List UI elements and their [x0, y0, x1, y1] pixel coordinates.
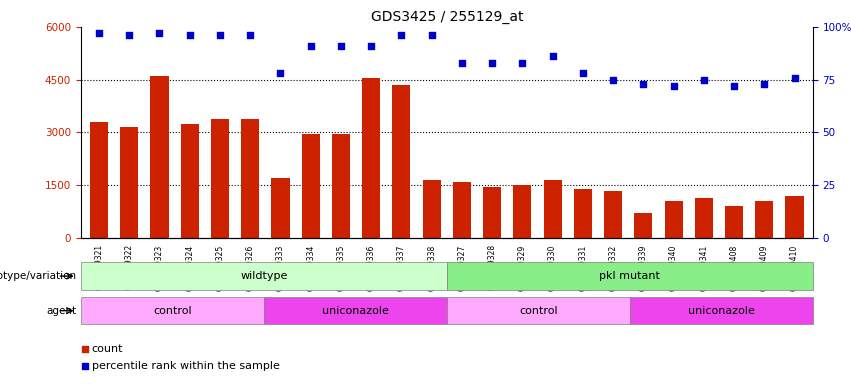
Text: uniconazole: uniconazole [688, 306, 755, 316]
Text: count: count [92, 344, 123, 354]
Bar [755, 201, 774, 238]
Bar [423, 180, 441, 238]
Point [274, 70, 288, 76]
Point [395, 32, 408, 38]
Point [213, 32, 226, 38]
Bar [453, 182, 471, 238]
Text: genotype/variation: genotype/variation [0, 271, 77, 281]
Bar [725, 207, 743, 238]
Bar [81, 262, 447, 290]
Bar [665, 201, 683, 238]
Point [425, 32, 438, 38]
Text: control: control [519, 306, 557, 316]
Bar [447, 297, 630, 324]
Point [697, 76, 711, 83]
Text: agent: agent [47, 306, 77, 316]
Point [576, 70, 590, 76]
Point [92, 30, 106, 36]
Bar [211, 119, 229, 238]
Bar [81, 297, 264, 324]
Text: wildtype: wildtype [240, 271, 288, 281]
Point [757, 81, 771, 87]
Bar [630, 297, 813, 324]
Point [545, 53, 559, 60]
Point [334, 43, 348, 49]
Bar [241, 119, 260, 238]
Bar [151, 76, 168, 238]
Point [516, 60, 529, 66]
Text: percentile rank within the sample: percentile rank within the sample [92, 361, 280, 371]
Bar [120, 127, 139, 238]
Point [243, 32, 257, 38]
Bar [694, 198, 713, 238]
Title: GDS3425 / 255129_at: GDS3425 / 255129_at [370, 10, 523, 25]
Bar [332, 134, 350, 238]
Bar [301, 134, 320, 238]
Point [77, 346, 91, 352]
Point [304, 43, 317, 49]
Bar [447, 262, 813, 290]
Point [788, 74, 802, 81]
Bar [604, 190, 622, 238]
Point [183, 32, 197, 38]
Point [455, 60, 469, 66]
Bar [483, 187, 501, 238]
Point [364, 43, 378, 49]
Text: control: control [153, 306, 191, 316]
Point [667, 83, 681, 89]
Bar [264, 297, 447, 324]
Text: uniconazole: uniconazole [322, 306, 389, 316]
Point [123, 32, 136, 38]
Bar [513, 185, 532, 238]
Point [77, 362, 91, 369]
Point [606, 76, 620, 83]
Point [728, 83, 741, 89]
Point [152, 30, 166, 36]
Text: pkl mutant: pkl mutant [599, 271, 660, 281]
Bar [180, 124, 199, 238]
Bar [271, 178, 289, 238]
Bar [634, 214, 653, 238]
Bar [574, 189, 592, 238]
Point [485, 60, 499, 66]
Bar [362, 78, 380, 238]
Bar [785, 196, 803, 238]
Point [637, 81, 650, 87]
Bar [544, 180, 562, 238]
Bar [392, 85, 410, 238]
Bar [90, 122, 108, 238]
